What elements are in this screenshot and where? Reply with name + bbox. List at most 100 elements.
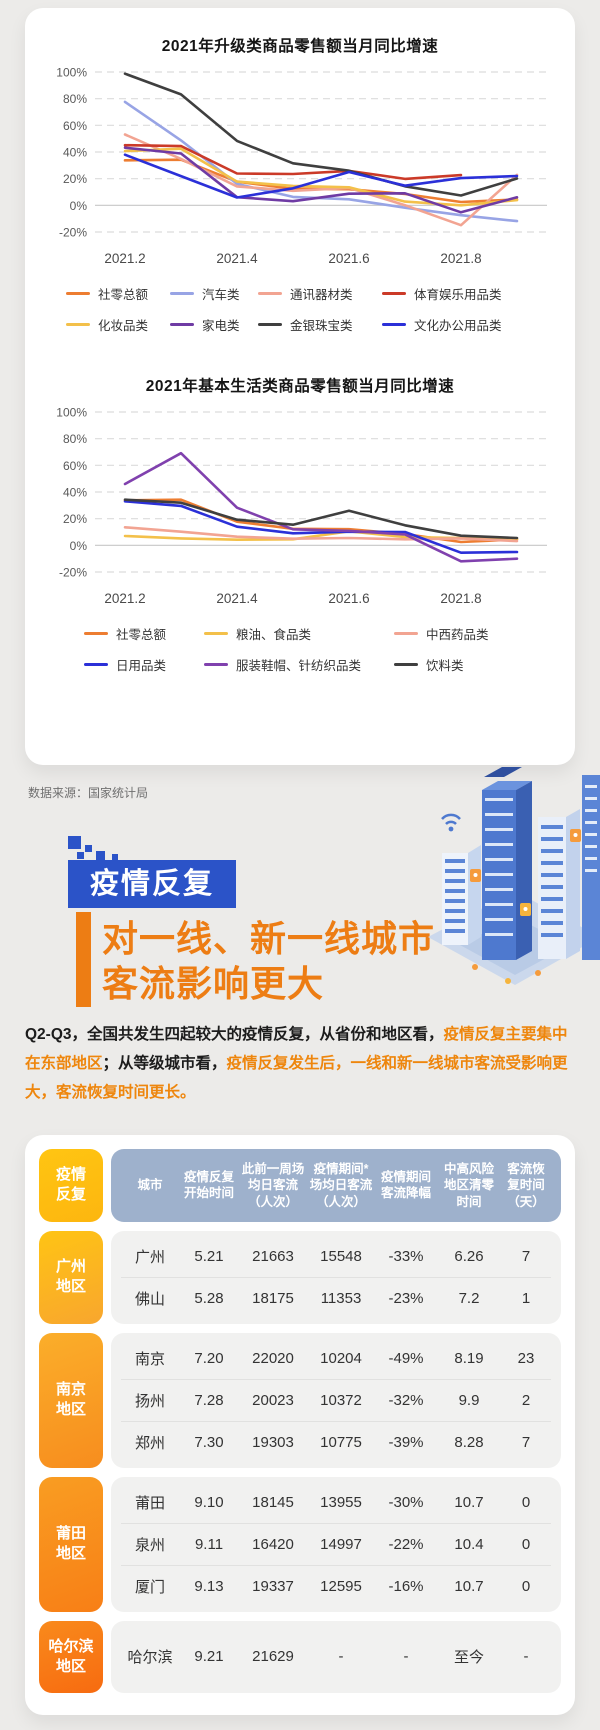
table-cell: 8.28 <box>454 1433 484 1451</box>
line-chart-basic-goods: 100% 80% 60% 40% 20% 0% -20% 2021.2 2021.4 2021.6… <box>56 406 547 606</box>
column-header: 疫情反复开始时间 <box>183 1170 234 1201</box>
table-cell: 18145 <box>252 1493 294 1511</box>
series-line-日用品类 <box>123 500 519 554</box>
city-illustration <box>428 767 600 985</box>
table-cell: 佛山 <box>134 1290 165 1308</box>
legend-row: 社零总额 粮油、食品类 中西药品类 <box>25 618 575 649</box>
pixel-decoration <box>77 852 84 859</box>
table-cell: 15548 <box>320 1247 362 1265</box>
table-cell: 7.2 <box>458 1289 480 1307</box>
table-cell: 7.30 <box>194 1433 224 1451</box>
data-source-note: 数据来源：国家统计局 <box>28 786 149 800</box>
chart2-title: 2021年基本生活类商品零售额当月同比增速 <box>145 378 455 395</box>
table-cell: -22% <box>388 1535 424 1553</box>
table-cell: 11353 <box>320 1289 362 1307</box>
table-cell: 莆田 <box>134 1494 165 1512</box>
charts-card: 2021年升级类商品零售额当月同比增速 100% 80% 60% 40% 20% 0% -2… <box>25 8 575 765</box>
table-group-广州地区: 广州 地区 广州 5.21 21663 15548 -33% 6.26 7 佛山 5.28 1817… <box>39 1230 561 1324</box>
line-chart-upgrade-goods: 100% 80% 60% 40% 20% 0% -20% 2021.2 2021.4 2021.6… <box>56 66 547 266</box>
y-axis-tick: 60% <box>63 119 87 133</box>
table-cell: 5.21 <box>194 1247 224 1265</box>
table-column-headers: 城市 疫情反复开始时间 此前一周场均日客流（人次） 疫情期间*场均日客流（人次） 疫情期… <box>111 1149 561 1222</box>
legend-swatch <box>258 322 282 327</box>
legend-item: 化妆品类 <box>66 315 170 334</box>
table-cell: 9.11 <box>194 1535 224 1553</box>
legend-item: 粮油、食品类 <box>204 624 394 643</box>
legend-item: 社零总额 <box>84 624 204 643</box>
legend-swatch <box>382 291 406 296</box>
x-axis-tick: 2021.4 <box>216 591 258 606</box>
series-line-家电类 <box>123 146 519 214</box>
y-axis-tick: 80% <box>63 92 87 106</box>
legend-swatch <box>66 322 90 327</box>
legend-swatch <box>170 291 194 296</box>
table-cell: 10.7 <box>454 1493 484 1511</box>
legend-swatch <box>394 662 418 667</box>
table-cell: 1 <box>521 1289 531 1307</box>
x-axis-tick: 2021.8 <box>440 591 481 606</box>
series-line-服装鞋帽、针纺织品类 <box>123 451 519 563</box>
y-axis-tick: 0% <box>70 539 88 553</box>
group-rows: 莆田 9.10 18145 13955 -30% 10.7 0 泉州 9.11 16420 1499… <box>111 1476 561 1612</box>
y-axis-tick: 40% <box>63 486 87 500</box>
table-cell: 13955 <box>320 1493 362 1511</box>
x-axis-tick: 2021.2 <box>104 251 145 266</box>
legend-row: 社零总额 汽车类 通讯器材类 体育娱乐用品类 <box>25 278 575 309</box>
legend-label: 文化办公用品类 <box>414 319 502 333</box>
section-title: 对一线、新一线城市 客流影响更大 <box>102 916 435 1007</box>
x-axis-tick: 2021.6 <box>328 591 369 606</box>
table-cell: 16420 <box>252 1535 294 1553</box>
group-label: 广州 地区 <box>39 1230 103 1324</box>
table-cell: 9.21 <box>194 1648 224 1666</box>
table-cell: 7 <box>521 1247 531 1265</box>
chart1-title: 2021年升级类商品零售额当月同比增速 <box>161 38 439 55</box>
table-row: 南京 7.20 22020 10204 -49% 8.19 23 <box>121 1338 551 1379</box>
legend-swatch <box>258 291 282 296</box>
y-axis-tick: -20% <box>59 566 87 580</box>
y-axis-tick: 20% <box>63 512 87 526</box>
table-row: 佛山 5.28 18175 11353 -23% 7.2 1 <box>121 1276 551 1319</box>
pixel-decoration <box>96 851 105 860</box>
group-rows: 南京 7.20 22020 10204 -49% 8.19 23 扬州 7.28 20023 103… <box>111 1332 561 1468</box>
legend-item: 饮料类 <box>394 655 516 674</box>
table-cell: - <box>338 1648 344 1666</box>
table-cell: -39% <box>388 1433 424 1451</box>
table-cell: 23 <box>517 1349 535 1367</box>
group-label: 哈尔滨 地区 <box>39 1620 103 1693</box>
column-header: 城市 <box>137 1178 163 1193</box>
legend-label: 化妆品类 <box>98 319 149 333</box>
series-line-饮料类 <box>123 498 519 540</box>
legend-item: 汽车类 <box>170 284 258 303</box>
paragraph-segment: 疫情反复发生后，一线和新一线城市客流受影响更大，客流恢复时间更长。 <box>25 1055 568 1102</box>
table-cell: 郑州 <box>134 1434 165 1452</box>
table-cell: -23% <box>388 1289 424 1307</box>
series-line-通讯器材类 <box>123 133 519 227</box>
table-cell: 22020 <box>252 1349 294 1367</box>
legend-row: 化妆品类 家电类 金银珠宝类 文化办公用品类 <box>25 309 575 340</box>
group-label: 南京 地区 <box>39 1332 103 1468</box>
paragraph-segment: 疫情反复主要集中在东部地区 <box>25 1026 568 1073</box>
column-header: 中高风险地区清零时间 <box>443 1162 494 1209</box>
pixel-decoration <box>85 845 92 852</box>
section-badge: 疫情反复 <box>68 860 237 908</box>
table-row: 哈尔滨 9.21 21629 - - 至今 - <box>121 1626 551 1688</box>
table-group-莆田地区: 莆田 地区 莆田 9.10 18145 13955 -30% 10.7 0 泉州 9.11 1642… <box>39 1476 561 1612</box>
x-axis-tick: 2021.8 <box>440 251 481 266</box>
table-cell: 7.28 <box>194 1391 224 1409</box>
series-line-化妆品类 <box>123 147 519 207</box>
table-cell: 8.19 <box>454 1349 484 1367</box>
series-line-中西药品类 <box>123 526 519 543</box>
table-cell: 10204 <box>320 1349 362 1367</box>
legend-item: 通讯器材类 <box>258 284 382 303</box>
table-cell: -32% <box>388 1391 424 1409</box>
table-row: 泉州 9.11 16420 14997 -22% 10.4 0 <box>121 1522 551 1565</box>
section-title-line2: 客流影响更大 <box>102 963 325 1005</box>
legend-item: 日用品类 <box>84 655 204 674</box>
y-axis-tick: 0% <box>70 199 88 213</box>
y-axis-tick: 100% <box>56 406 87 420</box>
legend-label: 社零总额 <box>98 288 149 302</box>
legend-row: 日用品类 服装鞋帽、针纺织品类 饮料类 <box>25 649 575 680</box>
table-corner-label: 疫情 反复 <box>39 1149 103 1222</box>
covid-impact-table: 疫情 反复 城市 疫情反复开始时间 此前一周场均日客流（人次） 疫情期间*场均日客流（人… <box>25 1135 575 1715</box>
